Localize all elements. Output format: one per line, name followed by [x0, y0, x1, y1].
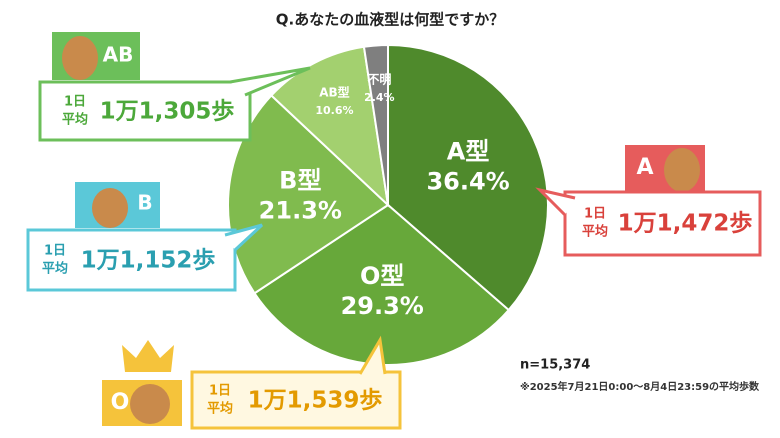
mascot [664, 148, 700, 192]
pie-slice [269, 45, 390, 208]
pointer [358, 335, 387, 375]
steps: 1万1,472歩 [618, 211, 753, 237]
slice-value: 21.3% [259, 197, 342, 225]
callout-box [190, 370, 402, 430]
chart-title: Q.あなたの血液型は何型ですか？ [276, 11, 504, 29]
footnote: ※2025年7月21日0:00〜8月4日23:59の平均歩数 [520, 380, 760, 393]
label: 平均 [42, 261, 68, 277]
slice-name: O型 [360, 262, 404, 290]
pointer [229, 66, 311, 97]
callout-box [563, 190, 762, 257]
callout-ab: AB 1日 平均 1万1,305歩 [38, 32, 311, 142]
label: 1日 [64, 95, 86, 110]
callout-o: O 1日 平均 1万1,539歩 [102, 335, 402, 430]
label: 1日 [209, 384, 231, 399]
callout-box [38, 80, 252, 142]
badge-text: O [111, 390, 130, 415]
sample-size: n=15,374 [520, 358, 590, 373]
mascot [92, 188, 128, 228]
callout-box [26, 228, 237, 292]
pointer [224, 223, 264, 252]
label: 平均 [62, 112, 88, 128]
callout-a: A 1日 平均 1万1,472歩 [535, 145, 762, 257]
slice-name: A型 [447, 138, 490, 166]
label: 平均 [207, 401, 233, 417]
label: 平均 [582, 224, 608, 240]
callout-b: B 1日 平均 1万1,152歩 [26, 182, 264, 292]
crown [122, 340, 174, 372]
badge-text: B [137, 191, 152, 215]
steps: 1万1,539歩 [248, 388, 383, 414]
pie-slice [387, 43, 549, 312]
pie-slice [227, 94, 390, 295]
slice-name: 不明 [367, 73, 391, 87]
slice-value: 36.4% [426, 168, 509, 196]
slice-name: B型 [279, 167, 321, 195]
pie-slice [362, 43, 389, 206]
slice-value: 10.6% [315, 104, 353, 117]
steps: 1万1,152歩 [81, 248, 216, 274]
slice-name: AB型 [319, 85, 349, 100]
slice-value: 2.4% [364, 91, 395, 104]
label: 1日 [44, 244, 66, 259]
steps: 1万1,305歩 [100, 99, 235, 125]
slice-value: 29.3% [341, 292, 424, 320]
pointer [535, 187, 576, 217]
mascot [130, 384, 170, 424]
badge-text: A [636, 155, 653, 180]
badge-text: AB [103, 43, 134, 67]
label: 1日 [584, 207, 606, 222]
mascot [62, 36, 98, 80]
